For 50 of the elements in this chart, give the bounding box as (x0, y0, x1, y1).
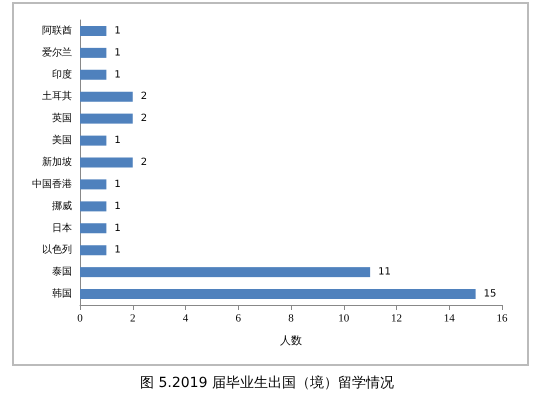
bar (80, 136, 106, 146)
bar (80, 48, 106, 58)
data-label: 1 (114, 200, 121, 212)
x-tick-label: 12 (391, 312, 402, 324)
data-label: 11 (378, 266, 391, 278)
x-axis-title: 人数 (280, 334, 302, 347)
x-tick-label: 10 (338, 312, 350, 324)
x-tick-label: 4 (182, 312, 189, 324)
x-tick-label: 16 (496, 312, 508, 324)
bar (80, 70, 106, 80)
y-tick-label: 挪威 (52, 200, 72, 212)
y-tick-label: 阿联酋 (42, 24, 72, 36)
data-label: 2 (140, 113, 148, 124)
y-tick-label: 韩国 (52, 288, 72, 300)
y-tick-label: 中国香港 (32, 178, 72, 190)
y-tick-label: 爱尔兰 (42, 46, 72, 58)
bar (80, 114, 133, 124)
data-label: 1 (114, 69, 121, 80)
x-tick-label: 0 (77, 312, 84, 324)
data-label: 1 (114, 47, 121, 58)
bar (80, 267, 370, 278)
bar (80, 26, 106, 36)
data-label: 2 (140, 157, 148, 168)
bar (80, 158, 133, 168)
y-tick-label: 泰国 (52, 266, 72, 278)
data-label: 1 (114, 244, 121, 256)
y-tick-label: 日本 (52, 222, 72, 234)
bar (80, 179, 106, 190)
bar (80, 92, 133, 102)
bar (80, 201, 106, 212)
bar (80, 223, 106, 234)
x-tick-label: 14 (444, 312, 456, 324)
x-tick-label: 2 (130, 312, 136, 324)
y-tick-label: 以色列 (42, 244, 72, 256)
bar (80, 245, 106, 256)
text: 图 5.2019 届毕业生出国（境）留学情况 (140, 375, 394, 391)
data-label: 15 (484, 288, 496, 300)
data-label: 1 (114, 222, 121, 234)
data-label: 2 (140, 91, 148, 102)
x-tick-label: 6 (236, 312, 242, 324)
y-tick-label: 美国 (52, 134, 72, 146)
data-label: 1 (114, 135, 121, 146)
y-tick-label: 印度 (52, 68, 72, 80)
x-tick-label: 8 (288, 312, 294, 324)
data-label: 1 (114, 178, 121, 190)
y-tick-label: 英国 (52, 112, 72, 124)
y-tick-label: 新加坡 (42, 156, 72, 168)
bar (80, 289, 476, 300)
y-tick-label: 土耳其 (42, 90, 72, 102)
data-label: 1 (114, 25, 121, 36)
